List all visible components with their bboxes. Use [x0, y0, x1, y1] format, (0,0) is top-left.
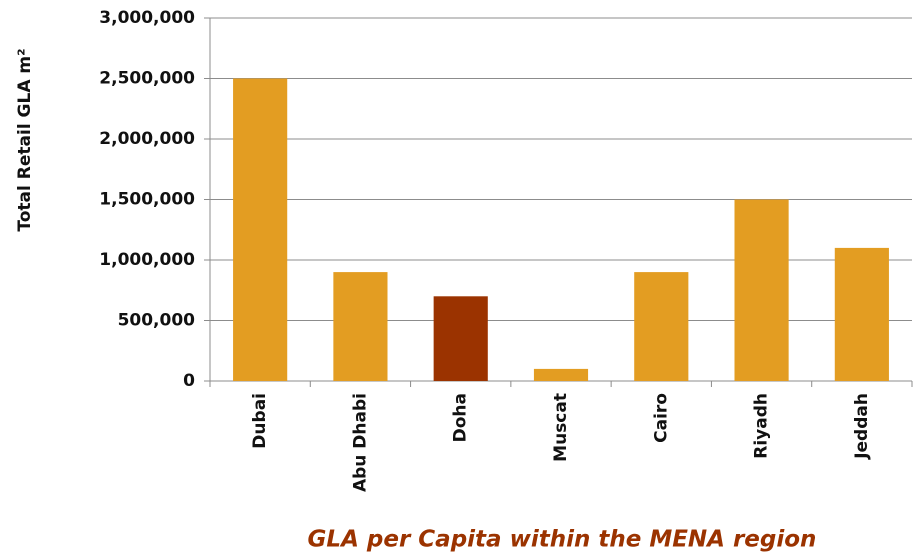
bar [834, 247, 889, 381]
y-tick-label: 0 [183, 371, 195, 391]
x-tick-label: Muscat [551, 393, 571, 462]
y-tick-label: 3,000,000 [99, 8, 195, 28]
bar [634, 272, 689, 381]
y-tick-label: 1,000,000 [99, 250, 195, 270]
bar [533, 368, 589, 381]
bar [233, 78, 288, 381]
y-tick-label: 2,000,000 [99, 129, 195, 149]
y-axis-label: Total Retail GLA m² [15, 48, 35, 231]
bar [333, 272, 388, 381]
y-tick-label: 1,500,000 [99, 190, 195, 210]
y-tick-label: 2,500,000 [99, 69, 195, 89]
x-tick-label: Dubai [250, 393, 270, 449]
bar [433, 296, 488, 381]
x-tick-label: Cairo [651, 393, 671, 443]
x-tick-label: Abu Dhabi [350, 393, 370, 492]
bar [734, 199, 789, 381]
chart-title: GLA per Capita within the MENA region [308, 527, 817, 553]
y-tick-label: 500,000 [118, 311, 196, 331]
x-tick-label: Jeddah [852, 393, 872, 460]
x-tick-label: Doha [451, 393, 471, 442]
x-tick-label: Riyadh [752, 393, 772, 459]
